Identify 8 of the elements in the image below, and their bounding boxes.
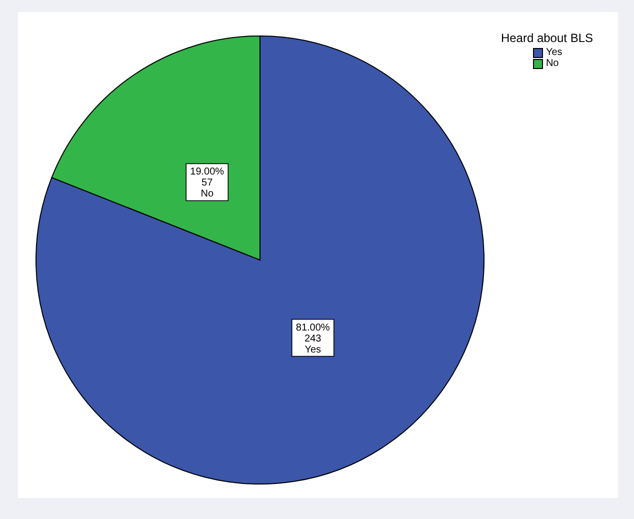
pie-slice: [36, 36, 484, 484]
legend-label: Yes: [544, 47, 564, 58]
data-label: 81.00% 243: [296, 322, 330, 344]
legend-label: No: [544, 58, 560, 69]
data-label: 19.00% 57: [190, 166, 224, 189]
legend-title: Heard about BLS: [500, 31, 593, 45]
slice-label: Yes: [304, 344, 322, 356]
slice-label: No: [200, 188, 214, 200]
